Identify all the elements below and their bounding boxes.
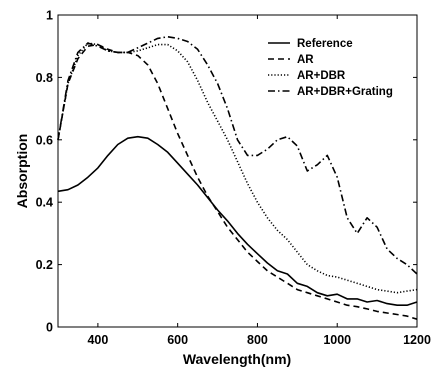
series-line-ar-dbr bbox=[57, 42, 418, 294]
y-axis-label: Absorption bbox=[14, 134, 30, 209]
x-tick-label: 1000 bbox=[323, 333, 351, 347]
x-tick-label: 800 bbox=[247, 333, 268, 347]
series-lines bbox=[57, 36, 418, 320]
series-line-reference bbox=[57, 135, 418, 306]
x-axis-ticks: 400 600 800 1000 1200 bbox=[87, 15, 431, 347]
x-tick-label: 400 bbox=[87, 333, 108, 347]
y-tick-label: 0.8 bbox=[36, 71, 53, 85]
x-tick-label: 600 bbox=[167, 333, 188, 347]
legend-entry-label: AR bbox=[297, 54, 314, 66]
y-tick-label: 0.6 bbox=[36, 133, 53, 147]
series-line-ar-dbr-grating bbox=[57, 36, 418, 275]
legend-entry-label: AR+DBR bbox=[297, 70, 346, 82]
x-axis-label: Wavelength(nm) bbox=[183, 351, 291, 367]
legend-entry-label: AR+DBR+Grating bbox=[297, 86, 393, 98]
x-tick-label: 1200 bbox=[403, 333, 431, 347]
y-tick-label: 0.4 bbox=[36, 196, 53, 210]
y-axis-ticks: 0 0.2 0.4 0.6 0.8 1 bbox=[36, 9, 417, 335]
y-tick-label: 1 bbox=[46, 9, 53, 23]
legend-entry-label: Reference bbox=[297, 38, 353, 50]
plot-frame bbox=[57, 14, 418, 328]
legend: Reference AR AR+DBR AR+DBR+Grating bbox=[268, 38, 393, 98]
y-tick-label: 0 bbox=[46, 321, 53, 335]
y-tick-label: 0.2 bbox=[36, 258, 53, 272]
